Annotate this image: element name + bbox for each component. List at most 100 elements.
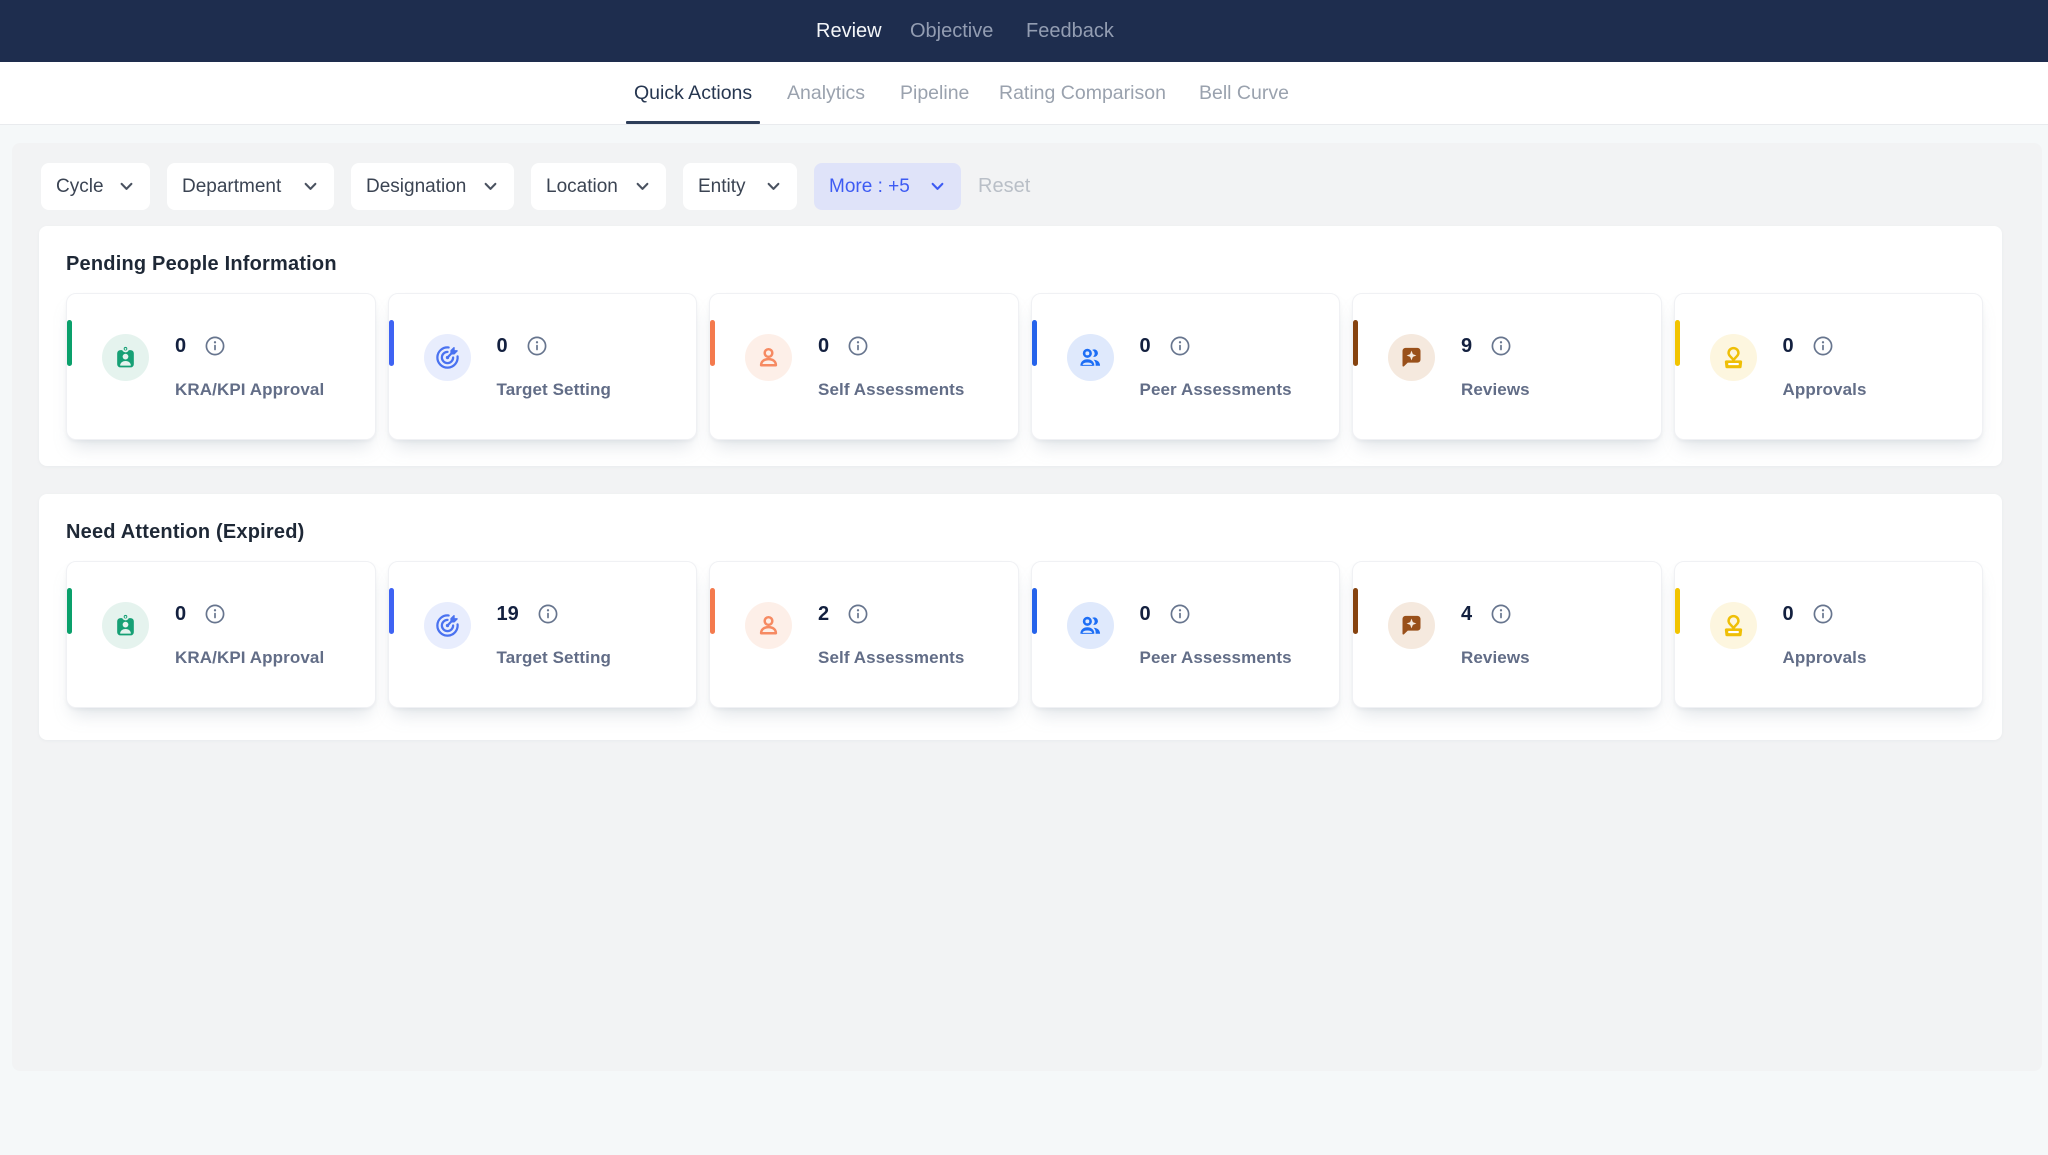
stat-card-approvals[interactable]: 0 Approvals xyxy=(1673,293,1983,440)
stat-card-kra-kpi-approval[interactable]: 0 KRA/KPI Approval xyxy=(66,293,376,440)
stat-card-approvals[interactable]: 0 Approvals xyxy=(1673,561,1983,708)
stat-value-row: 0 xyxy=(818,335,965,356)
info-icon[interactable] xyxy=(1491,336,1511,356)
info-icon[interactable] xyxy=(1170,604,1190,624)
stamp-icon xyxy=(1709,334,1757,381)
info-icon[interactable] xyxy=(848,604,868,624)
tab-bell-curve[interactable]: Bell Curve xyxy=(1199,81,1289,104)
stat-card-content: 0 Target Setting xyxy=(423,334,611,400)
chat-star-icon xyxy=(1388,602,1435,649)
info-icon[interactable] xyxy=(1813,604,1833,624)
info-icon[interactable] xyxy=(527,336,547,356)
filter-designation-label: Designation xyxy=(366,175,467,197)
filter-designation-dropdown[interactable]: Designation xyxy=(351,163,514,210)
chevron-down-icon xyxy=(304,182,317,191)
stat-cards-row: 0 KRA/KPI Approval 0 xyxy=(66,293,1983,440)
chevron-down-icon xyxy=(767,182,780,191)
stat-card-content: 0 Peer Assessments xyxy=(1066,334,1292,400)
stat-card-peer-assessments[interactable]: 0 Peer Assessments xyxy=(1030,561,1340,708)
chevron-down-icon xyxy=(484,182,497,191)
stat-card-content: 4 Reviews xyxy=(1388,602,1530,668)
tab-rating-comparison[interactable]: Rating Comparison xyxy=(999,81,1166,104)
tab-analytics[interactable]: Analytics xyxy=(787,81,866,104)
stat-label: KRA/KPI Approval xyxy=(175,648,325,667)
filter-department-label: Department xyxy=(182,175,282,197)
filter-more-dropdown[interactable]: More : +5 xyxy=(814,163,961,210)
stat-label: Reviews xyxy=(1461,380,1530,399)
accent-stripe xyxy=(1353,320,1358,366)
target-arrow-icon xyxy=(423,602,471,649)
stat-value-row: 9 xyxy=(1461,335,1530,356)
info-icon[interactable] xyxy=(1491,604,1511,624)
chat-star-icon xyxy=(1388,334,1435,381)
stat-text-column: 19 Target Setting xyxy=(497,602,611,668)
filter-department-dropdown[interactable]: Department xyxy=(167,163,334,210)
stat-value-row: 0 xyxy=(1140,335,1292,356)
accent-stripe xyxy=(67,320,72,366)
stat-card-target-setting[interactable]: 19 Target Setting xyxy=(387,561,697,708)
stat-label: Self Assessments xyxy=(818,380,965,399)
accent-stripe xyxy=(1031,588,1037,634)
filter-cycle-label: Cycle xyxy=(56,175,104,197)
stat-value: 19 xyxy=(496,602,519,625)
accent-stripe xyxy=(67,588,72,634)
accent-stripe xyxy=(388,320,394,366)
stat-label: Peer Assessments xyxy=(1139,380,1292,399)
chevron-down-icon xyxy=(120,182,133,191)
id-badge-icon xyxy=(102,334,149,381)
tab-quick-actions[interactable]: Quick Actions xyxy=(626,62,761,124)
filter-location-dropdown[interactable]: Location xyxy=(531,163,666,210)
accent-stripe xyxy=(1031,320,1037,366)
top-navigation-bar: Review Objective Feedback xyxy=(0,0,2048,62)
stat-label: Target Setting xyxy=(496,648,611,667)
people-icon xyxy=(1066,334,1114,381)
stat-label: Target Setting xyxy=(496,380,611,399)
filter-entity-dropdown[interactable]: Entity xyxy=(683,163,797,210)
chevron-down-icon xyxy=(931,182,944,191)
stat-card-content: 9 Reviews xyxy=(1388,334,1530,400)
stat-text-column: 0 Target Setting xyxy=(497,334,611,400)
topnav-item-review[interactable]: Review xyxy=(816,19,882,42)
accent-stripe xyxy=(1674,588,1680,634)
stat-card-content: 0 KRA/KPI Approval xyxy=(102,602,324,668)
content-canvas: Cycle Department Designation Location En… xyxy=(12,143,2042,1071)
stat-value: 2 xyxy=(818,602,830,625)
stat-label: Reviews xyxy=(1461,648,1530,667)
stat-text-column: 0 Approvals xyxy=(1783,334,1867,400)
stat-label: Approvals xyxy=(1782,648,1867,667)
info-icon[interactable] xyxy=(848,336,868,356)
tab-bar: Quick Actions Analytics Pipeline Rating … xyxy=(0,62,2048,125)
topnav-item-objective[interactable]: Objective xyxy=(910,19,994,42)
stat-card-kra-kpi-approval[interactable]: 0 KRA/KPI Approval xyxy=(66,561,376,708)
section-title: Pending People Information xyxy=(66,253,337,275)
stat-value-row: 0 xyxy=(175,335,324,356)
stat-card-self-assessments[interactable]: 2 Self Assessments xyxy=(709,561,1019,708)
stat-card-self-assessments[interactable]: 0 Self Assessments xyxy=(709,293,1019,440)
stat-value-row: 4 xyxy=(1461,603,1530,624)
stat-text-column: 2 Self Assessments xyxy=(818,602,965,668)
stat-card-reviews[interactable]: 4 Reviews xyxy=(1352,561,1662,708)
people-icon xyxy=(1066,602,1114,649)
stat-label: KRA/KPI Approval xyxy=(175,380,325,399)
info-icon[interactable] xyxy=(1170,336,1190,356)
info-icon[interactable] xyxy=(1813,336,1833,356)
stat-card-target-setting[interactable]: 0 Target Setting xyxy=(387,293,697,440)
filter-cycle-dropdown[interactable]: Cycle xyxy=(41,163,150,210)
info-icon[interactable] xyxy=(205,604,225,624)
stat-card-reviews[interactable]: 9 Reviews xyxy=(1352,293,1662,440)
stat-card-peer-assessments[interactable]: 0 Peer Assessments xyxy=(1030,293,1340,440)
info-icon[interactable] xyxy=(205,336,225,356)
stat-value: 0 xyxy=(496,334,508,357)
tab-pipeline[interactable]: Pipeline xyxy=(900,81,970,104)
stat-text-column: 4 Reviews xyxy=(1461,602,1530,668)
person-icon xyxy=(745,334,792,381)
stat-text-column: 0 Approvals xyxy=(1783,602,1867,668)
reset-filters-button[interactable]: Reset xyxy=(978,175,1031,197)
stat-text-column: 0 Peer Assessments xyxy=(1140,602,1292,668)
info-icon[interactable] xyxy=(538,604,558,624)
stat-value-row: 0 xyxy=(1783,335,1867,356)
topnav-item-feedback[interactable]: Feedback xyxy=(1026,19,1114,42)
stat-value-row: 0 xyxy=(1140,603,1292,624)
stat-card-content: 2 Self Assessments xyxy=(745,602,965,668)
stat-text-column: 0 KRA/KPI Approval xyxy=(175,334,324,400)
